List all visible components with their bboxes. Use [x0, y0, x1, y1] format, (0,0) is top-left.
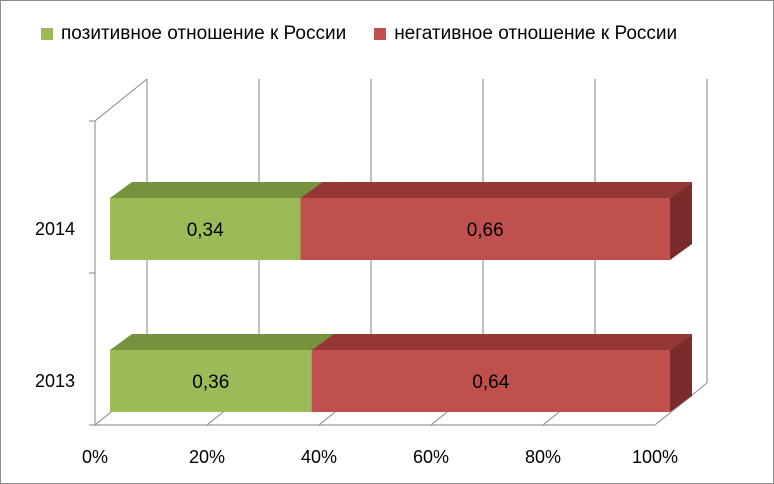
data-label: 0,66	[467, 220, 504, 241]
bar-top	[110, 182, 323, 198]
x-tick-label: 0%	[82, 447, 108, 467]
x-tick-label: 80%	[525, 447, 561, 467]
y-tick-label: 2014	[35, 219, 75, 239]
bar-front	[311, 350, 670, 412]
legend: позитивное отношение к России негативное…	[41, 23, 705, 45]
data-label: 0,64	[472, 372, 509, 393]
x-tick-label: 20%	[189, 447, 225, 467]
bar-top	[311, 334, 692, 350]
legend-swatch-positive	[41, 28, 53, 40]
bar-side	[670, 182, 692, 260]
bar-top	[110, 334, 334, 350]
x-tick-label: 60%	[413, 447, 449, 467]
bar-front	[110, 350, 312, 412]
bar-side	[670, 334, 692, 412]
bar-front	[300, 198, 670, 260]
legend-label-positive: позитивное отношение к России	[61, 23, 347, 44]
left-wall-edge	[94, 78, 148, 122]
bar-top	[300, 182, 692, 198]
x-tick-label: 40%	[301, 447, 337, 467]
y-tick-label: 2013	[35, 371, 75, 391]
x-tick-label: 100%	[632, 447, 678, 467]
data-label: 0,36	[192, 372, 229, 393]
bar-front	[110, 198, 301, 260]
legend-item-positive: позитивное отношение к России	[41, 23, 346, 45]
legend-item-negative: негативное отношение к России	[374, 23, 677, 45]
legend-swatch-negative	[374, 28, 387, 40]
data-label: 0,34	[187, 220, 224, 241]
legend-label-negative: негативное отношение к России	[394, 23, 678, 44]
